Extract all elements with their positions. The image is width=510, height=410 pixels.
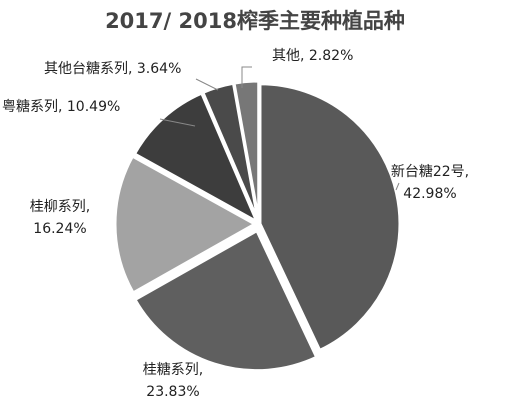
chart-title: 2017/ 2018榨季主要种植品种 <box>105 9 405 33</box>
pie-slice-2 <box>133 229 319 373</box>
slice-label-5: 其他台糖系列, 3.64% <box>44 61 181 77</box>
slice-label-1: 新台糖22号, 42.98% <box>391 164 469 202</box>
slice-label-2: 桂糖系列, 23.83% <box>143 362 203 400</box>
pie-slice-4 <box>133 91 259 224</box>
pie-slices <box>113 79 402 373</box>
leader-lines <box>159 66 400 191</box>
slice-label-6: 其他, 2.82% <box>272 48 353 64</box>
pie-slice-6 <box>232 79 261 223</box>
slice-label-3: 桂柳系列, 16.24% <box>30 198 90 237</box>
leader-line-5 <box>195 78 219 91</box>
pie-slice-1 <box>258 82 402 352</box>
leader-line-1 <box>395 182 400 191</box>
slice-label-4: 粤糖系列, 10.49% <box>2 99 120 115</box>
slice-labels: 新台糖22号, 42.98% 桂糖系列, 23.83% 桂柳系列, 16.24% 粤糖系列,… <box>2 48 469 400</box>
pie-slice-3 <box>113 154 257 295</box>
leader-line-4 <box>159 118 196 127</box>
leader-line-6 <box>241 66 252 88</box>
